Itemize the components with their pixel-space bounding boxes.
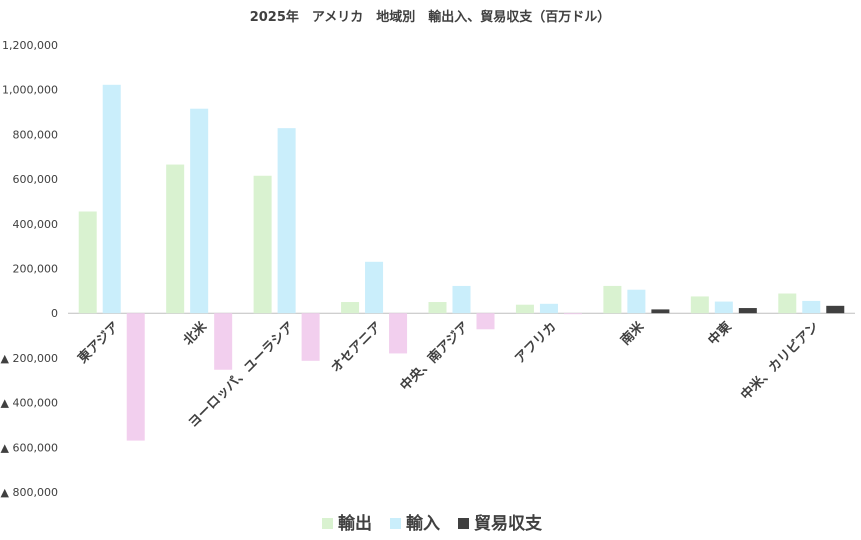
bar-import [627,289,646,314]
x-tick-label: 南米 [618,318,648,348]
y-axis: 1,200,000 1,000,000 800,000 600,000 400,000 2… [1,39,58,499]
bar-export [603,285,622,314]
y-tick-label: 800,000 [13,128,59,141]
legend-swatch-import [390,518,401,529]
bar-balance [389,313,408,354]
legend-label-import: 輸入 [406,513,440,534]
bar-balance [826,305,845,314]
bar-import [802,300,821,314]
bar-balance [563,313,582,315]
x-tick-label: 中米、カリビアン [738,319,822,403]
bar-import [190,108,209,314]
y-tick-label: 1,200,000 [2,39,58,52]
bar-import [714,301,733,314]
bar-export [166,164,185,314]
x-tick-label: アフリカ [512,319,559,366]
bar-balance [651,309,670,314]
x-tick-label: 中東 [705,319,735,349]
bar-balance [476,313,495,330]
bar-balance [301,313,320,361]
bar-balance [126,313,145,441]
bar-export [253,175,272,314]
bar-export [515,304,534,314]
bar-export [341,302,360,314]
x-tick-label: オセアニア [328,319,384,375]
bar-import [102,84,121,314]
chart-title: 2025年 アメリカ 地域別 輸出入、貿易収支（百万ドル） [250,9,611,25]
legend-label-balance: 貿易収支 [474,513,543,534]
y-tick-label: 200,000 [13,263,59,276]
y-tick-label: ▲ 400,000 [1,397,58,410]
y-tick-label: 1,000,000 [2,84,58,97]
legend-label-export: 輸出 [338,513,372,534]
y-tick-label: 0 [51,307,58,320]
bar-balance [738,308,757,314]
bar-import [452,285,471,314]
y-tick-label: ▲ 800,000 [1,486,58,499]
bar-export [428,302,447,314]
bar-import [539,303,558,314]
y-tick-label: ▲ 600,000 [1,441,58,454]
bar-export [78,211,97,314]
bar-import [277,128,296,314]
bar-export [778,293,797,314]
bars [78,84,845,441]
bar-balance [214,313,233,370]
y-tick-label: 600,000 [13,173,59,186]
x-tick-label: 北米 [180,318,210,348]
legend-swatch-export [322,518,333,529]
bar-import [365,261,384,314]
x-tick-label: 中央、南アジア [397,319,472,394]
legend-swatch-balance [458,518,469,529]
bar-export [690,296,709,314]
y-tick-label: ▲ 200,000 [1,352,58,365]
y-tick-label: 400,000 [13,218,59,231]
legend: 輸出 輸入 貿易収支 [322,513,543,534]
x-tick-label: 東アジア [75,319,123,367]
